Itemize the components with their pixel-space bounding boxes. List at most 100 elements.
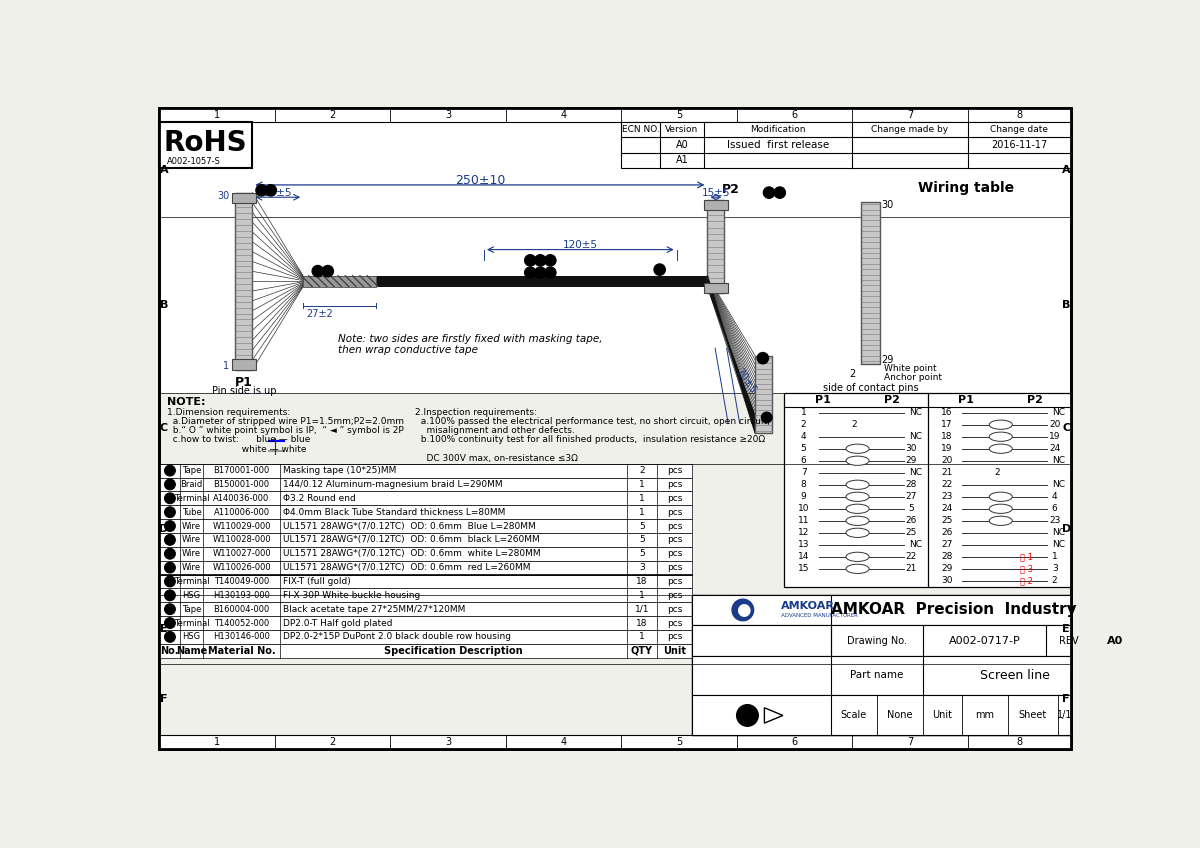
Text: 21: 21: [906, 564, 917, 573]
Text: P1: P1: [958, 395, 974, 404]
Text: White point: White point: [883, 364, 936, 372]
Bar: [160, 616, 692, 630]
Circle shape: [164, 549, 175, 559]
Text: 2: 2: [1052, 577, 1057, 585]
Text: Terminal: Terminal: [174, 577, 209, 586]
Text: Material No.: Material No.: [208, 646, 275, 656]
Circle shape: [164, 617, 175, 628]
Text: b.100% continuity test for all finished products,  insulation resistance ≥20Ω: b.100% continuity test for all finished …: [415, 435, 764, 444]
Text: 13: 13: [313, 266, 323, 276]
Text: then wrap conductive tape: then wrap conductive tape: [338, 344, 478, 354]
Circle shape: [164, 521, 175, 532]
Text: White: White: [990, 433, 1010, 440]
Text: 27±2: 27±2: [306, 309, 332, 319]
Text: pcs: pcs: [667, 563, 683, 572]
Text: NC: NC: [908, 432, 922, 441]
Circle shape: [265, 185, 276, 196]
Text: 14: 14: [798, 552, 809, 561]
Text: c.how to twist:      blue — blue: c.how to twist: blue — blue: [167, 435, 311, 444]
Text: 3: 3: [445, 737, 451, 746]
Text: 1/1: 1/1: [1056, 711, 1072, 721]
Text: B: B: [1062, 300, 1070, 310]
Bar: [862, 202, 880, 364]
Bar: [160, 491, 692, 505]
Text: 红 2: 红 2: [1020, 577, 1033, 585]
Text: B150001-000: B150001-000: [214, 480, 270, 489]
Text: Tube: Tube: [181, 508, 202, 516]
Text: 24: 24: [1049, 444, 1061, 453]
Text: Pin side is up: Pin side is up: [211, 387, 276, 396]
Ellipse shape: [846, 444, 869, 454]
Text: A002-1057-S: A002-1057-S: [167, 158, 221, 166]
Text: W110028-000: W110028-000: [212, 535, 271, 544]
Text: W110026-000: W110026-000: [212, 563, 271, 572]
Polygon shape: [708, 276, 761, 432]
Polygon shape: [764, 708, 782, 723]
Text: Screen line: Screen line: [980, 669, 1050, 682]
Text: 2: 2: [800, 421, 806, 429]
Text: Part name: Part name: [850, 671, 904, 680]
Text: Φ3.2 Round end: Φ3.2 Round end: [283, 494, 356, 503]
Circle shape: [545, 267, 556, 278]
Circle shape: [312, 265, 324, 277]
Text: Unit: Unit: [664, 646, 686, 656]
Text: 5: 5: [168, 550, 172, 557]
Text: 26: 26: [941, 528, 953, 538]
Text: Blue: Blue: [850, 518, 865, 524]
Text: 28: 28: [941, 552, 953, 561]
Bar: [160, 589, 692, 602]
Text: 2: 2: [640, 466, 644, 475]
Text: 3: 3: [640, 563, 644, 572]
Text: 70±5: 70±5: [733, 366, 758, 395]
Text: 5: 5: [640, 535, 644, 544]
Text: 15±5: 15±5: [702, 187, 730, 198]
Bar: [232, 192, 256, 204]
Text: 13: 13: [655, 265, 665, 274]
Bar: [622, 122, 1070, 168]
Text: A0: A0: [676, 140, 689, 150]
Text: P2: P2: [884, 395, 900, 404]
Text: 6: 6: [528, 256, 533, 265]
Text: Wiring table: Wiring table: [918, 181, 1014, 195]
Text: Black: Black: [991, 505, 1010, 512]
Text: 15±5: 15±5: [264, 187, 292, 198]
Text: ADVANCED MANUFACTURER: ADVANCED MANUFACTURER: [781, 613, 858, 618]
Circle shape: [164, 479, 175, 490]
Ellipse shape: [989, 432, 1013, 441]
Text: DP2.0-2*15P DuPont 2.0 black double row housing: DP2.0-2*15P DuPont 2.0 black double row …: [283, 633, 511, 641]
Text: P1: P1: [815, 395, 830, 404]
Bar: [232, 359, 256, 370]
Text: 19: 19: [941, 444, 953, 453]
Circle shape: [164, 534, 175, 545]
Text: DC 300V max, on-resistance ≤3Ω: DC 300V max, on-resistance ≤3Ω: [415, 454, 577, 463]
Text: HSG: HSG: [182, 591, 200, 600]
Text: Sheet: Sheet: [1019, 711, 1046, 721]
Text: D: D: [1062, 524, 1070, 534]
Text: a.100% passed the electrical performance test, no short circuit, open circuit,: a.100% passed the electrical performance…: [415, 417, 769, 426]
Text: misalignment and other defects.: misalignment and other defects.: [415, 426, 575, 435]
Text: 1: 1: [223, 361, 229, 371]
Bar: [755, 356, 772, 432]
Bar: [692, 625, 1070, 656]
Text: 1: 1: [640, 591, 644, 600]
Text: 11: 11: [166, 495, 174, 501]
Text: Terminal: Terminal: [174, 494, 209, 503]
Text: None: None: [887, 711, 913, 721]
Text: 2: 2: [269, 186, 274, 195]
Text: 30: 30: [906, 444, 917, 453]
Text: 2: 2: [851, 421, 857, 429]
Text: 8: 8: [168, 634, 172, 640]
Text: NC: NC: [908, 408, 922, 417]
Bar: [692, 656, 1070, 695]
Circle shape: [732, 600, 754, 621]
Circle shape: [654, 264, 666, 276]
Text: pcs: pcs: [667, 618, 683, 628]
Text: T140052-000: T140052-000: [214, 618, 269, 628]
Text: Wire: Wire: [182, 535, 202, 544]
Text: ●: ●: [736, 601, 750, 619]
Text: Wire: Wire: [182, 563, 202, 572]
Circle shape: [524, 267, 536, 278]
Text: 25: 25: [906, 528, 917, 538]
Text: 28: 28: [906, 480, 917, 489]
Text: 8: 8: [800, 480, 806, 489]
